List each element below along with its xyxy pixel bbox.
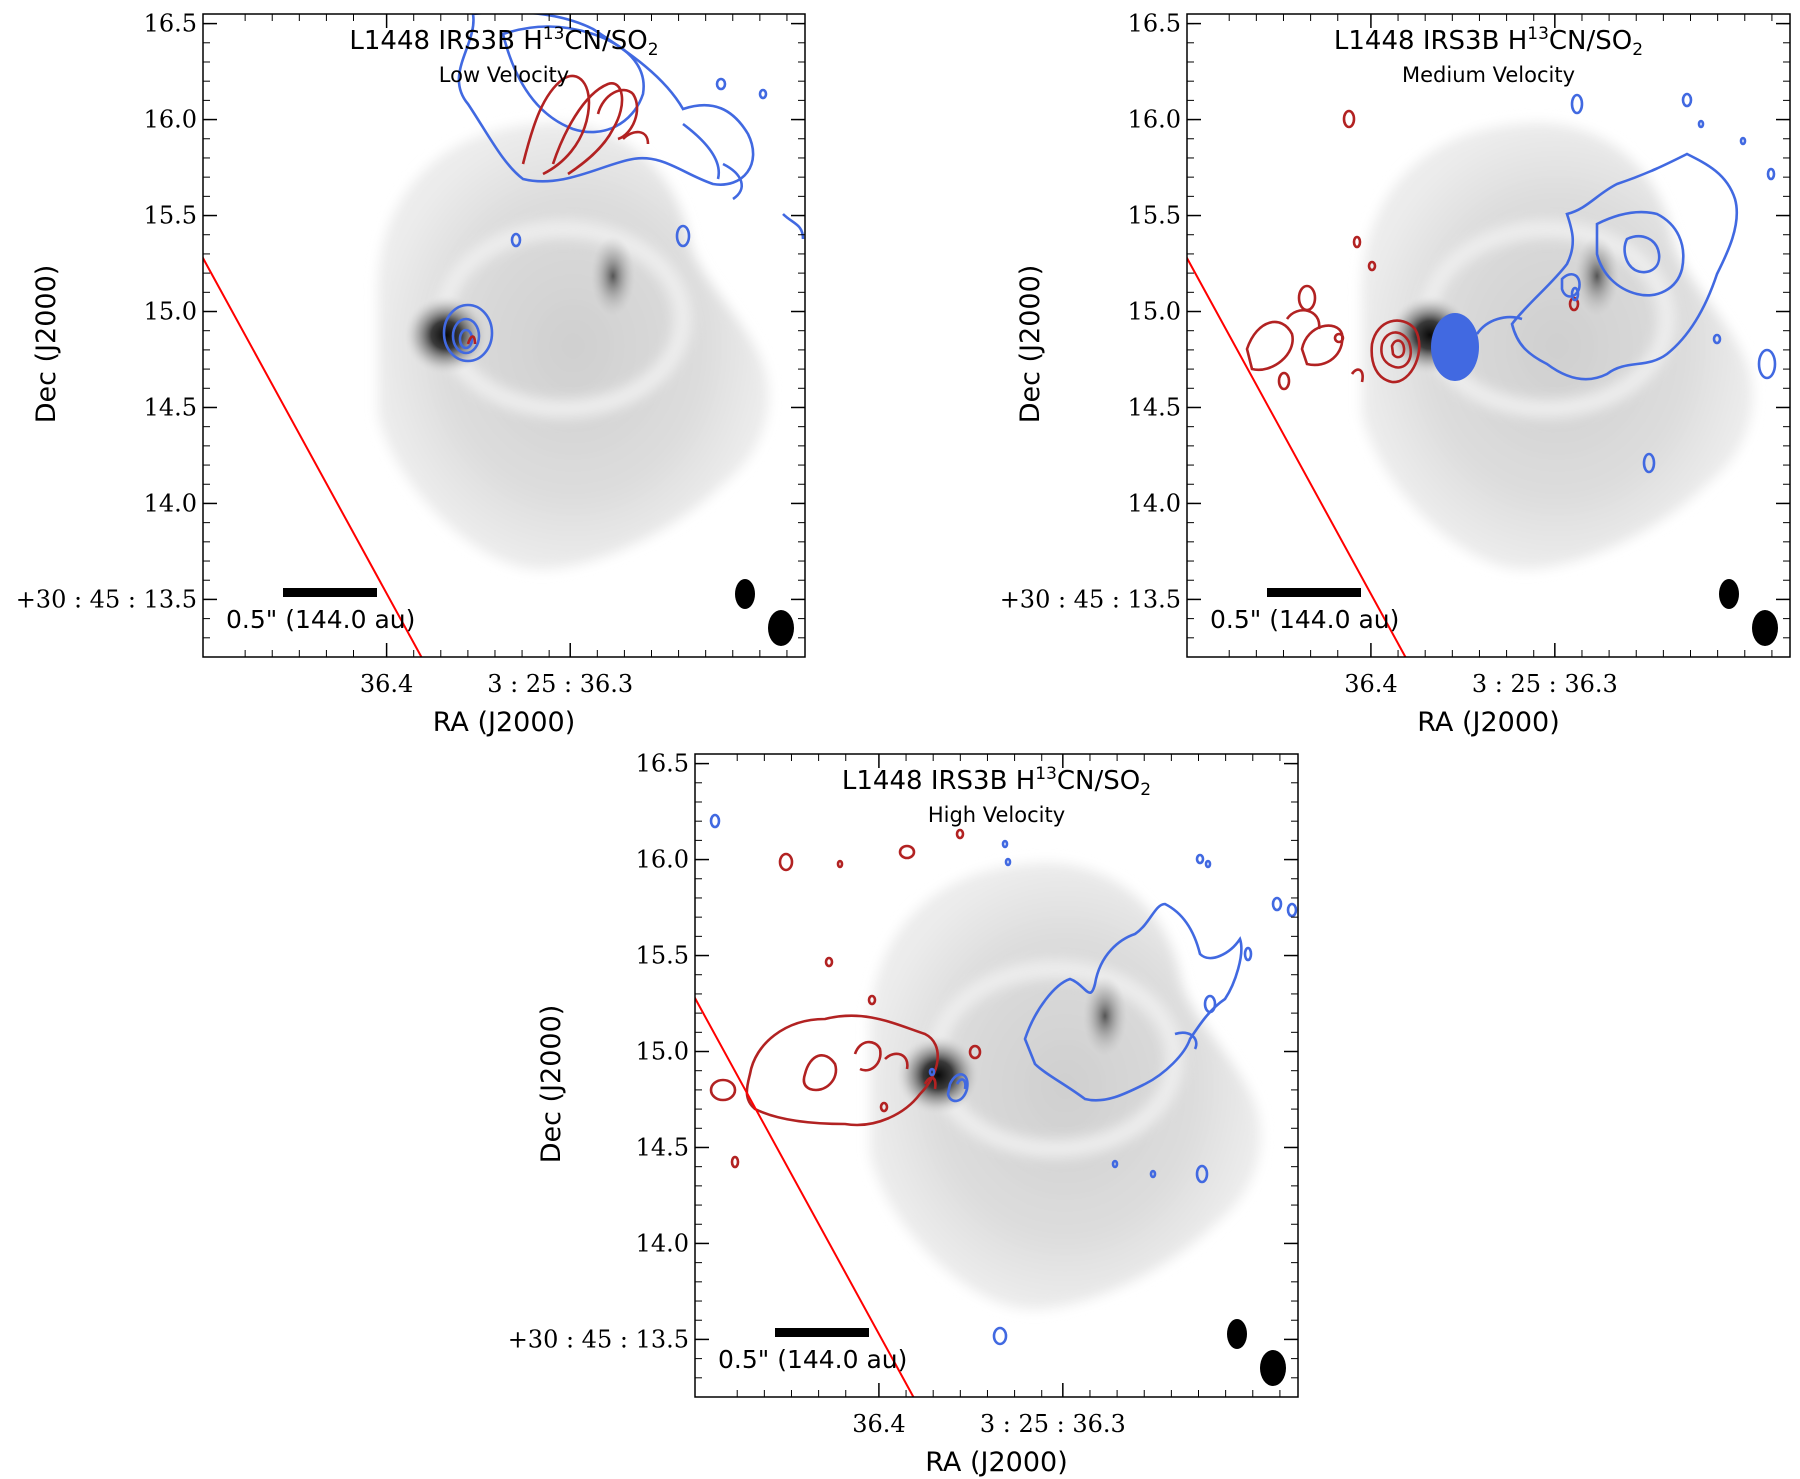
y-axis-label: Dec (J2000) [31, 265, 62, 424]
x-tick-label: 36.4 [1344, 670, 1397, 698]
y-tick-label: 16.0 [144, 106, 197, 134]
title-superscript: 13 [1035, 764, 1057, 784]
x-axis-label: RA (J2000) [1417, 707, 1559, 738]
scale-bar [283, 588, 377, 597]
panel-0-axes: 16.5 16.0 15.5 15.0 14.5 14.0 +30 : 45 : 13.5 3… [16, 10, 806, 738]
beam-2 [1260, 1350, 1286, 1386]
y-tick-label: 14.5 [144, 393, 197, 421]
y-tick-label: 16.0 [1128, 106, 1181, 134]
x-tick-label: 3 : 25 : 36.3 [1472, 670, 1618, 698]
x-axis-label: RA (J2000) [433, 707, 575, 738]
y-tick-label: 15.0 [144, 298, 197, 326]
beam-2 [1752, 610, 1778, 646]
y-axis-label: Dec (J2000) [1015, 265, 1046, 424]
plot-frame [202, 13, 806, 658]
blue-filled-core [1431, 313, 1479, 381]
y-tick-label: 16.5 [636, 750, 689, 778]
y-tick-label: 15.0 [636, 1038, 689, 1066]
title-subscript: 2 [1632, 40, 1643, 60]
x-tick-label: 3 : 25 : 36.3 [487, 670, 633, 698]
scale-bar-label: 0.5" (144.0 au) [718, 1345, 907, 1374]
y-tick-label: 15.5 [144, 202, 197, 230]
y-tick-label: 14.0 [636, 1229, 689, 1257]
y-axis-label: Dec (J2000) [536, 1005, 567, 1164]
title-superscript: 13 [1527, 24, 1549, 44]
panel-title: L1448 IRS3B H13CN/SO2 [842, 764, 1151, 800]
y-tick-label: 14.5 [1128, 393, 1181, 421]
beam-1 [1227, 1319, 1247, 1349]
scale-bar-label: 0.5" (144.0 au) [1210, 605, 1399, 634]
dust-disk [377, 122, 769, 570]
title-subscript: 2 [1140, 780, 1151, 800]
title-main: L1448 IRS3B H [1334, 26, 1527, 56]
panel-subtitle: Low Velocity [439, 63, 569, 87]
y-tick-label: 14.5 [636, 1133, 689, 1161]
beam-1 [735, 579, 755, 609]
title-middle: CN/SO [564, 26, 647, 56]
y-tick-label: 14.0 [1128, 489, 1181, 517]
blue-contours [709, 813, 1298, 1346]
secondary-blob [591, 236, 635, 316]
red-contours [709, 828, 982, 1169]
x-tick-label: 3 : 25 : 36.3 [980, 1410, 1126, 1438]
protostar-core [404, 295, 488, 375]
panel-medium-velocity [1187, 92, 1778, 657]
scale-bar [1267, 588, 1361, 597]
y-tick-label: 15.0 [1128, 298, 1181, 326]
y-tick-label: 16.5 [1128, 10, 1181, 38]
outflow-axis-line [1187, 256, 1407, 657]
title-subscript: 2 [648, 40, 659, 60]
y-tick-label: +30 : 45 : 13.5 [16, 585, 197, 613]
title-main: L1448 IRS3B H [349, 26, 542, 56]
beam-2 [768, 610, 794, 646]
y-tick-label: 16.5 [144, 10, 197, 38]
y-tick-label: 16.0 [636, 846, 689, 874]
y-tick-label: +30 : 45 : 13.5 [508, 1325, 689, 1353]
scale-bar [775, 1328, 869, 1337]
title-superscript: 13 [543, 24, 565, 44]
secondary-blob [1575, 236, 1619, 316]
title-main: L1448 IRS3B H [842, 766, 1035, 796]
red-contours [1245, 109, 1580, 391]
y-tick-label: 14.0 [144, 489, 197, 517]
y-tick-label: 15.5 [636, 942, 689, 970]
scale-bar-label: 0.5" (144.0 au) [226, 605, 415, 634]
title-middle: CN/SO [1057, 766, 1140, 796]
x-tick-label: 36.4 [360, 670, 413, 698]
y-tick-label: 15.5 [1128, 202, 1181, 230]
panel-title: L1448 IRS3B H13CN/SO2 [349, 24, 658, 60]
secondary-blob [1083, 976, 1127, 1056]
blue-contours [442, 14, 805, 363]
panel-low-velocity [203, 14, 805, 657]
outflow-axis-line [695, 996, 915, 1397]
panel-subtitle: High Velocity [928, 803, 1065, 827]
title-middle: CN/SO [1549, 26, 1632, 56]
red-contours [466, 74, 650, 345]
outflow-axis-line [203, 256, 423, 657]
beam-1 [1719, 579, 1739, 609]
protostar-core [896, 1035, 980, 1115]
panel-1-axes: 16.5 16.0 15.5 15.0 14.5 14.0 +30 : 45 : 13.5 3… [1000, 10, 1791, 738]
x-tick-label: 36.4 [852, 1410, 905, 1438]
panel-subtitle: Medium Velocity [1402, 63, 1575, 87]
panel-high-velocity [695, 813, 1298, 1397]
panel-title: L1448 IRS3B H13CN/SO2 [1334, 24, 1643, 60]
blue-contours [1475, 92, 1777, 474]
panel-2-axes: 16.5 16.0 15.5 15.0 14.5 14.0 +30 : 45 : 13.5 3… [508, 750, 1299, 1478]
panel-frames-and-labels: 16.5 16.0 15.5 15.0 14.5 14.0 +30 : 45 : 13.5 3… [16, 10, 1791, 1478]
x-axis-label: RA (J2000) [925, 1447, 1067, 1478]
y-tick-label: +30 : 45 : 13.5 [1000, 585, 1181, 613]
plot-frame [1186, 13, 1791, 658]
plot-frame [694, 753, 1299, 1398]
dust-disk [1361, 122, 1753, 570]
